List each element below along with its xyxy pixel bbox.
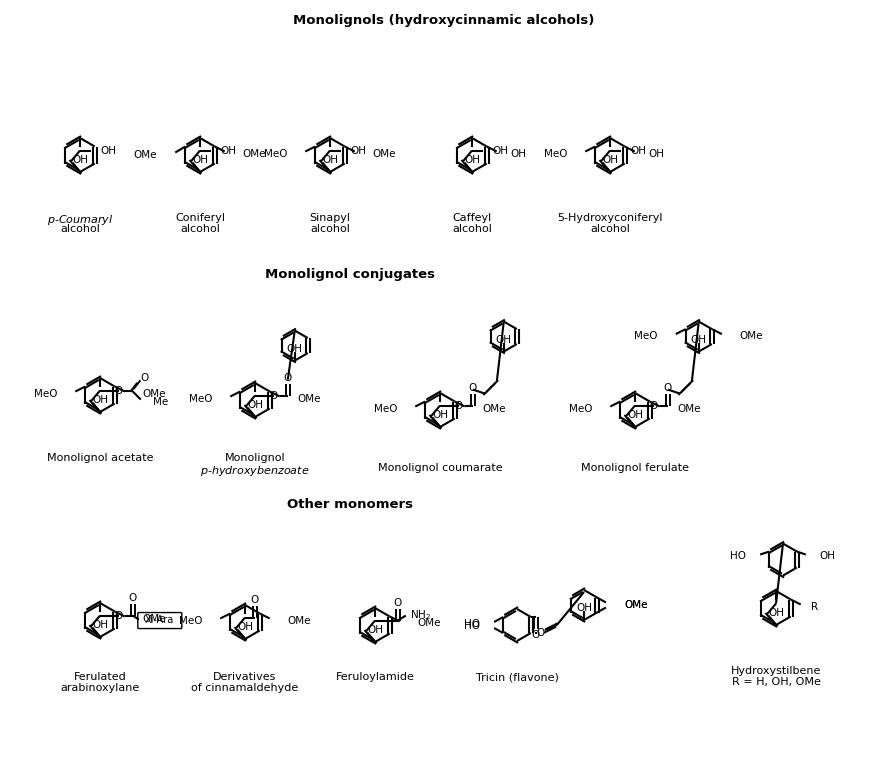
Text: OMe: OMe <box>624 600 647 610</box>
Text: R: R <box>811 601 818 611</box>
Text: Ferulated: Ferulated <box>74 672 126 682</box>
Text: Monolignol ferulate: Monolignol ferulate <box>581 463 689 473</box>
Text: alcohol: alcohol <box>310 224 350 234</box>
Text: OMe: OMe <box>678 404 702 414</box>
Text: OH: OH <box>72 155 88 165</box>
Text: OH: OH <box>247 400 263 410</box>
Text: OH: OH <box>367 625 383 635</box>
Text: O: O <box>469 383 477 392</box>
Text: OMe: OMe <box>740 331 764 341</box>
Text: OH: OH <box>432 410 448 420</box>
Text: arabinoxylane: arabinoxylane <box>60 683 139 693</box>
Text: NH$_2$: NH$_2$ <box>409 609 431 623</box>
Text: OH: OH <box>100 146 116 155</box>
Text: OH: OH <box>322 155 338 165</box>
Text: OMe: OMe <box>143 613 166 623</box>
Text: Caffeyl: Caffeyl <box>452 213 492 223</box>
Text: Me: Me <box>153 396 168 407</box>
Text: MeO: MeO <box>189 393 212 404</box>
Text: MeO: MeO <box>634 331 658 341</box>
Text: MeO: MeO <box>569 404 592 414</box>
Text: Monolignol acetate: Monolignol acetate <box>47 453 154 463</box>
Text: O: O <box>536 628 545 638</box>
Text: Monolignol coumarate: Monolignol coumarate <box>377 463 503 473</box>
Text: O: O <box>141 373 149 383</box>
FancyBboxPatch shape <box>138 613 182 629</box>
Text: OMe: OMe <box>417 619 441 629</box>
Text: OMe: OMe <box>134 149 157 159</box>
Text: OH: OH <box>627 410 643 420</box>
Text: alcohol: alcohol <box>452 224 492 234</box>
Text: Hydroxystilbene: Hydroxystilbene <box>731 666 821 676</box>
Text: Derivatives: Derivatives <box>213 672 277 682</box>
Text: OMe: OMe <box>242 149 266 158</box>
Text: Other monomers: Other monomers <box>287 498 413 511</box>
Text: Monolignol conjugates: Monolignol conjugates <box>265 268 435 281</box>
Text: O: O <box>270 391 278 401</box>
Text: R = H, OH, OMe: R = H, OH, OMe <box>732 677 821 687</box>
Text: O: O <box>455 401 463 411</box>
Text: OH: OH <box>493 146 509 155</box>
Text: O: O <box>283 373 292 383</box>
Text: OMe: OMe <box>373 149 396 158</box>
Text: alcohol: alcohol <box>60 224 100 234</box>
Text: OH: OH <box>820 551 836 561</box>
Text: OH: OH <box>220 146 236 155</box>
Text: O: O <box>250 594 259 604</box>
Text: OH: OH <box>192 155 208 165</box>
Text: OMe: OMe <box>297 393 321 404</box>
Text: Monolignols (hydroxycinnamic alcohols): Monolignols (hydroxycinnamic alcohols) <box>293 14 595 27</box>
Text: OH: OH <box>649 149 665 158</box>
Text: OH: OH <box>691 335 707 344</box>
Text: O: O <box>650 401 658 411</box>
Text: OH: OH <box>496 335 511 344</box>
Text: OH: OH <box>630 146 646 155</box>
Text: HO: HO <box>730 551 746 561</box>
Text: O: O <box>129 593 137 603</box>
Text: $p$-Coumaryl: $p$-Coumaryl <box>47 213 114 227</box>
Text: OH: OH <box>92 620 108 630</box>
Text: OH: OH <box>602 155 618 165</box>
Text: Feruloylamide: Feruloylamide <box>336 672 415 682</box>
Text: MeO: MeO <box>178 616 202 626</box>
Text: MeO: MeO <box>34 389 58 399</box>
Text: OH: OH <box>511 149 527 158</box>
Text: HO: HO <box>464 621 480 631</box>
Text: O: O <box>663 383 672 392</box>
Text: $p$-hydroxybenzoate: $p$-hydroxybenzoate <box>201 464 310 478</box>
Text: Coniferyl: Coniferyl <box>175 213 225 223</box>
Text: alcohol: alcohol <box>180 224 220 234</box>
Text: O: O <box>393 597 402 607</box>
Text: OH: OH <box>576 603 592 613</box>
Text: OH: OH <box>237 622 253 632</box>
Text: OH: OH <box>351 146 367 155</box>
Text: OMe: OMe <box>483 404 506 414</box>
Text: Tricin (flavone): Tricin (flavone) <box>476 672 559 682</box>
Text: MeO: MeO <box>543 149 567 158</box>
Text: 5-Hydroxyconiferyl: 5-Hydroxyconiferyl <box>558 213 662 223</box>
Text: OH: OH <box>92 395 108 405</box>
Text: Xi-Ara: Xi-Ara <box>145 614 174 625</box>
Text: HO: HO <box>464 619 480 629</box>
Text: of cinnamaldehyde: of cinnamaldehyde <box>192 683 298 693</box>
Text: O: O <box>532 630 540 640</box>
Text: OMe: OMe <box>288 616 311 626</box>
Text: OH: OH <box>768 608 784 618</box>
Text: OH: OH <box>464 155 480 165</box>
Text: OH: OH <box>287 344 303 354</box>
Text: O: O <box>115 386 123 395</box>
Text: O: O <box>115 610 123 620</box>
Text: MeO: MeO <box>374 404 397 414</box>
Text: OMe: OMe <box>624 600 647 610</box>
Text: Monolignol: Monolignol <box>225 453 285 463</box>
Text: MeO: MeO <box>264 149 288 158</box>
Text: alcohol: alcohol <box>590 224 630 234</box>
Text: OMe: OMe <box>143 389 166 399</box>
Text: Sinapyl: Sinapyl <box>310 213 351 223</box>
